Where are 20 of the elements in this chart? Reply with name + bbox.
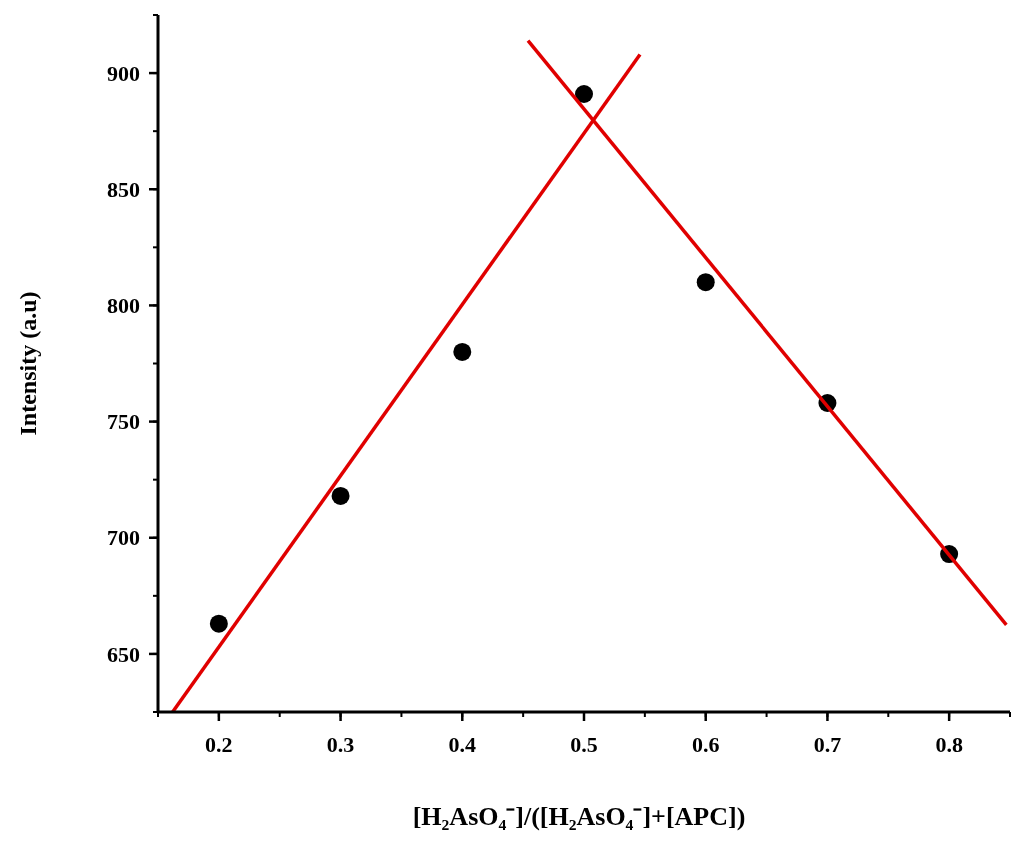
y-tick-label: 700 [107, 525, 140, 551]
x-axis-title: [H₂AsO₄⁻]/([H₂AsO₄⁻]+[APC]) [412, 802, 746, 831]
x-tick-label: 0.2 [205, 732, 233, 757]
x-tick-label: 0.4 [448, 732, 477, 757]
y-axis-title: Intensity (a.u) [15, 291, 41, 436]
y-tick-label: 650 [107, 641, 140, 667]
x-tick-label: 0.5 [570, 732, 598, 757]
point [453, 342, 472, 361]
point [209, 614, 228, 633]
y-tick-label: 900 [107, 60, 140, 86]
point [575, 84, 593, 103]
y-tick-label: 850 [107, 176, 140, 202]
point [331, 486, 350, 505]
point [696, 273, 715, 292]
x-tick-label: 0.3 [326, 732, 355, 757]
x-tick-label: 0.6 [691, 732, 720, 757]
x-tick-label: 0.8 [935, 732, 963, 757]
y-tick-label: 800 [107, 293, 140, 319]
y-tick-label: 750 [107, 409, 140, 435]
x-tick-label: 0.7 [813, 732, 842, 757]
